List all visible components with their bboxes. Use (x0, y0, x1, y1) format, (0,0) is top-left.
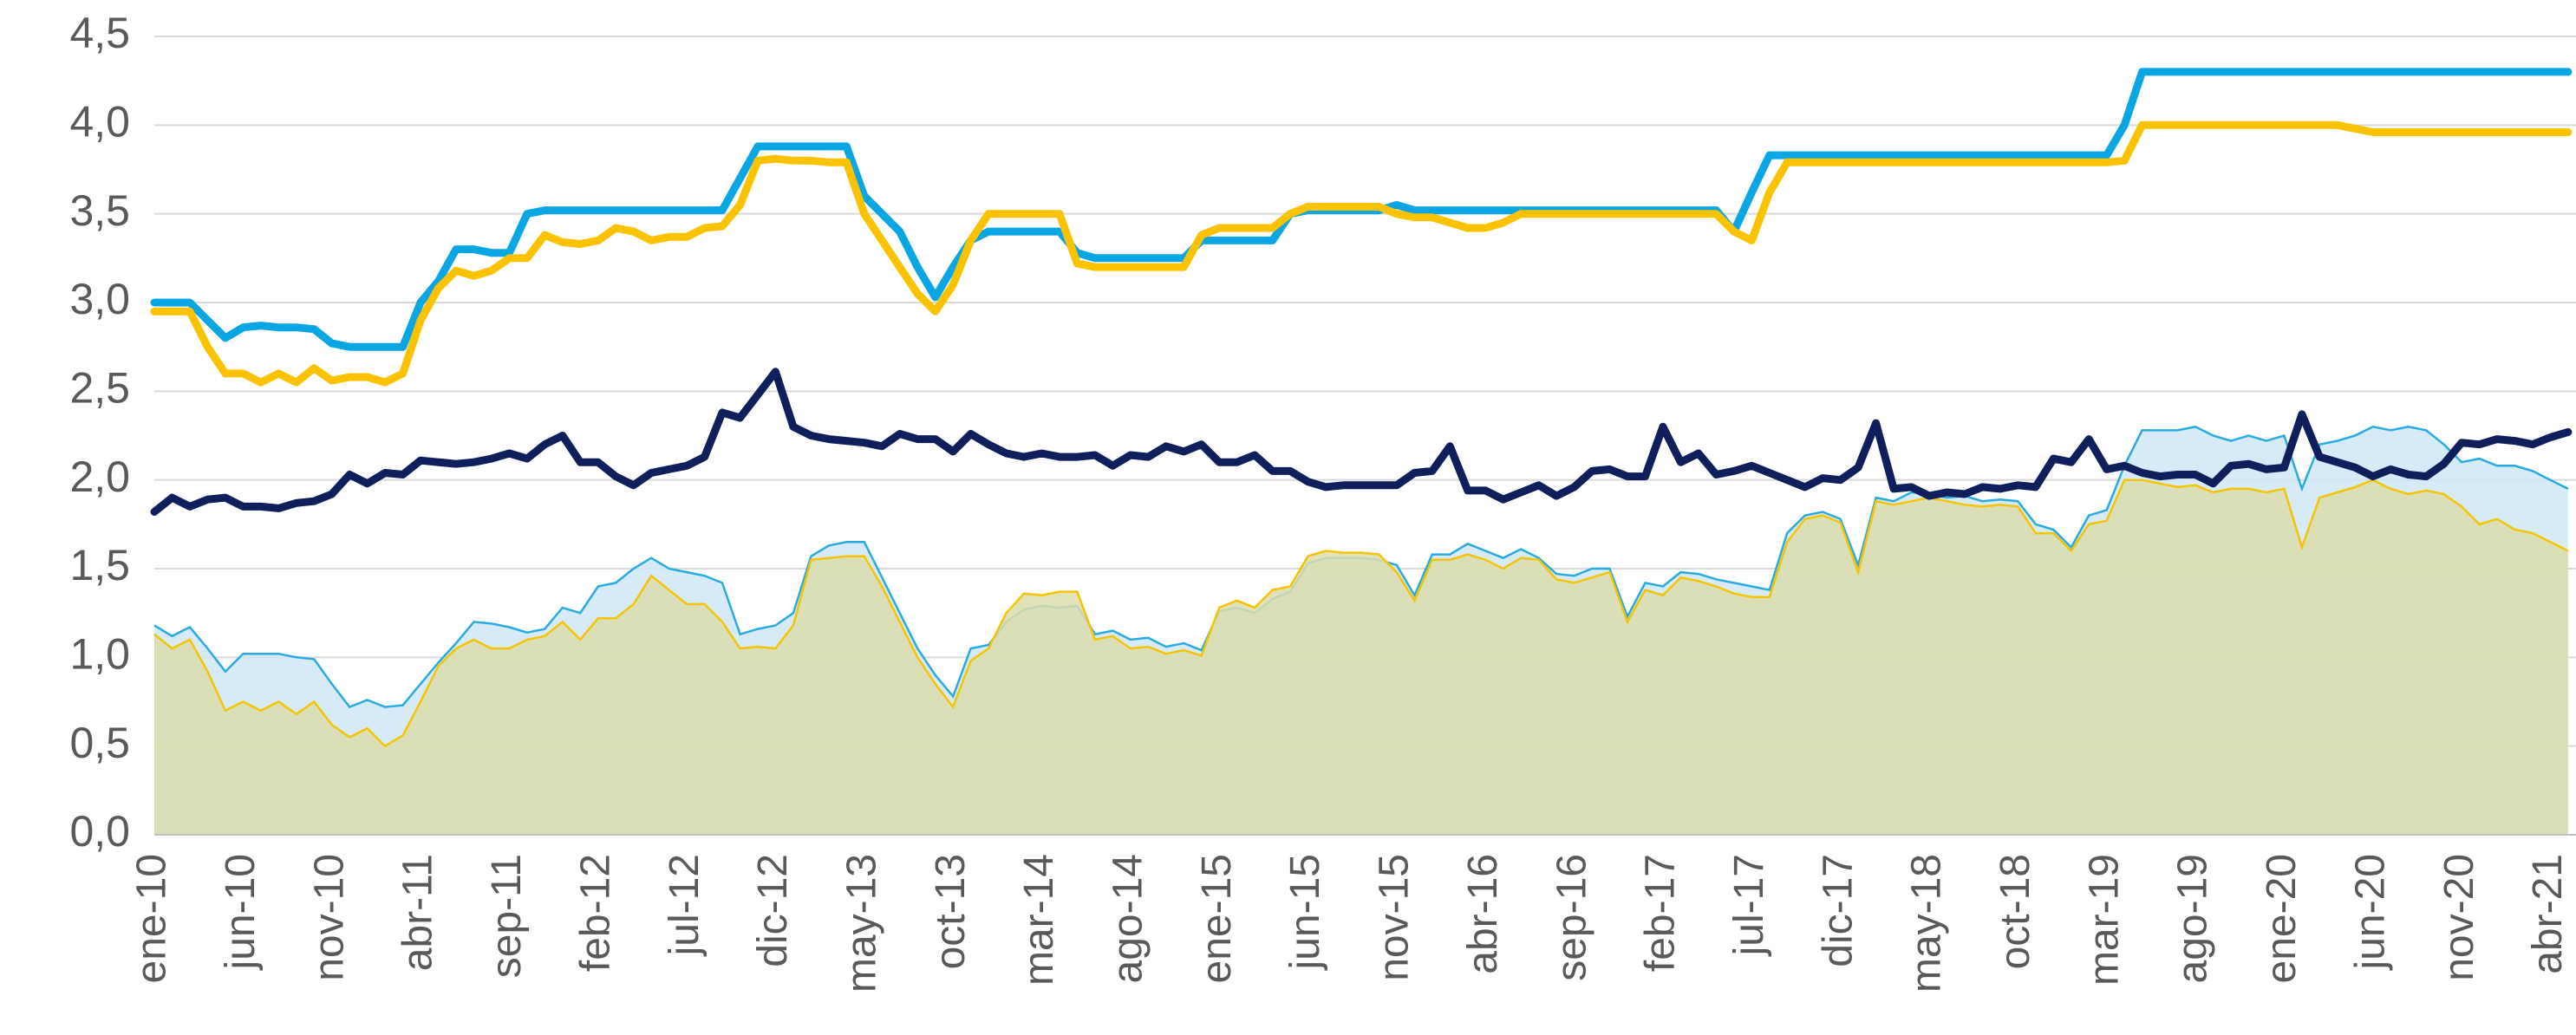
x-tick-label: feb-17 (1638, 854, 1684, 972)
x-tick-label: abr-21 (2525, 854, 2571, 974)
area-edge (153, 478, 2569, 748)
x-tick-label: mar-14 (1016, 854, 1062, 986)
x-tick-label: oct-13 (928, 854, 974, 969)
y-tick-label: 4,0 (69, 98, 130, 146)
x-tick-label: nov-10 (306, 854, 352, 981)
x-tick-label: ene-10 (129, 854, 175, 983)
y-tick-label: 0,5 (69, 719, 130, 767)
y-tick-label: 2,0 (69, 452, 130, 501)
x-tick-label: sep-16 (1549, 854, 1595, 981)
y-tick-label: 2,5 (69, 364, 130, 413)
area (154, 479, 2568, 835)
x-tick-label: abr-11 (395, 854, 441, 971)
y-tick-label: 0,0 (69, 807, 130, 856)
x-tick-label: abr-16 (1460, 854, 1506, 974)
y-tick-label: 3,5 (69, 186, 130, 235)
y-tick-label: 1,0 (69, 630, 130, 679)
y-tick-label: 3,0 (69, 275, 130, 323)
x-tick-label: dic-12 (750, 854, 796, 967)
x-tick-label: dic-17 (1815, 854, 1861, 967)
x-tick-label: ago-19 (2170, 854, 2216, 983)
y-tick-label: 4,5 (69, 9, 130, 57)
x-tick-label: jul-17 (1726, 854, 1772, 957)
x-tick-label: nov-15 (1372, 854, 1418, 981)
x-tick-label: may-13 (838, 854, 884, 993)
x-tick-label: jun-10 (218, 854, 264, 971)
x-tick-label: sep-11 (484, 854, 530, 978)
x-tick-label: jul-12 (662, 854, 708, 957)
x-tick-label: ene-20 (2259, 854, 2305, 983)
x-tick-label: feb-12 (572, 854, 618, 972)
y-tick-label: 1,5 (69, 541, 130, 589)
x-tick-label: ago-14 (1105, 854, 1151, 983)
x-tick-label: mar-19 (2081, 854, 2127, 986)
x-tick-label: jun-20 (2347, 854, 2393, 971)
x-tick-label: ene-15 (1194, 854, 1240, 983)
line (150, 120, 2573, 387)
line (150, 368, 2573, 516)
x-tick-label: nov-20 (2436, 854, 2482, 981)
x-tick-label: may-18 (1904, 854, 1950, 993)
x-tick-label: jun-15 (1282, 854, 1328, 971)
x-tick-label: oct-18 (1992, 854, 2038, 969)
